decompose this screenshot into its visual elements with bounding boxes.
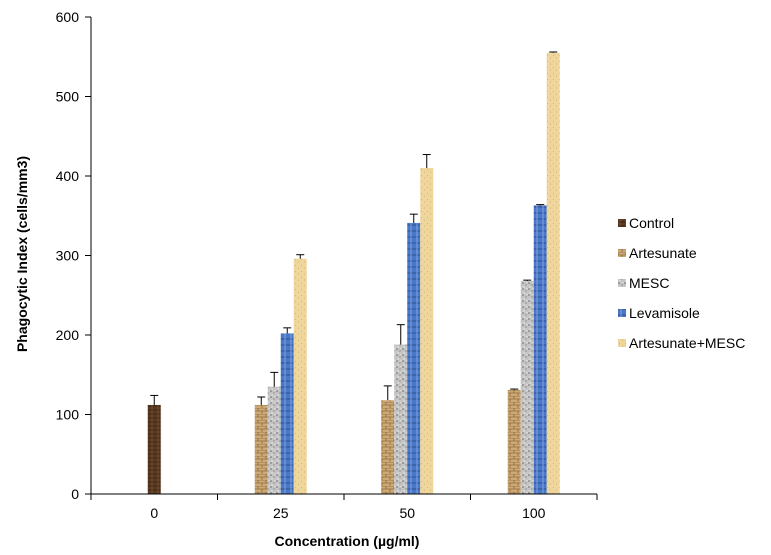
bars (147, 52, 560, 495)
bar-mesc-50 (394, 344, 408, 494)
bar-levamisole-25 (280, 333, 294, 494)
y-tick-label: 100 (56, 407, 80, 423)
legend-swatch (618, 309, 626, 317)
bar-artesunate-50 (381, 400, 395, 494)
bar-artesunate-100 (507, 389, 521, 494)
legend-swatch (618, 219, 626, 227)
x-tick-label: 100 (522, 505, 546, 521)
y-axis-ticks: 0 100 200 300 400 500 600 (56, 9, 91, 502)
y-axis-title: Phagocytic Index (cells/mm3) (14, 156, 30, 352)
legend-swatch (618, 279, 626, 287)
legend-swatch (618, 339, 626, 347)
y-tick-label: 200 (56, 327, 80, 343)
bar-artesunate-mesc-100 (546, 52, 560, 495)
x-axis-ticks: 0 25 50 100 (90, 494, 598, 521)
bar-artesunate-25 (254, 404, 268, 494)
y-tick-label: 500 (56, 89, 80, 105)
legend-label: MESC (629, 275, 669, 291)
legend-label: Artesunate+MESC (629, 335, 745, 351)
bar-artesunate-mesc-50 (420, 168, 434, 495)
bar-mesc-100 (520, 280, 534, 494)
y-tick-label: 0 (71, 486, 79, 502)
bar-control-0 (147, 404, 161, 494)
y-tick-label: 400 (56, 168, 80, 184)
y-tick-label: 600 (56, 9, 80, 25)
legend-swatch (618, 249, 626, 257)
x-tick-label: 0 (150, 505, 158, 521)
bar-artesunate-mesc-25 (293, 258, 307, 494)
error-bars (150, 51, 558, 405)
x-tick-label: 50 (399, 505, 415, 521)
legend-label: Control (629, 215, 674, 231)
legend-label: Levamisole (629, 305, 700, 321)
legend: Control Artesunate MESC Levamisole Artesunat… (618, 215, 745, 351)
y-tick-label: 300 (56, 248, 80, 264)
bar-mesc-25 (267, 386, 281, 494)
bar-levamisole-100 (533, 205, 547, 495)
bar-levamisole-50 (407, 222, 421, 494)
x-tick-label: 25 (273, 505, 289, 521)
legend-label: Artesunate (629, 245, 697, 261)
x-axis-title: Concentration (µg/ml) (275, 533, 420, 549)
